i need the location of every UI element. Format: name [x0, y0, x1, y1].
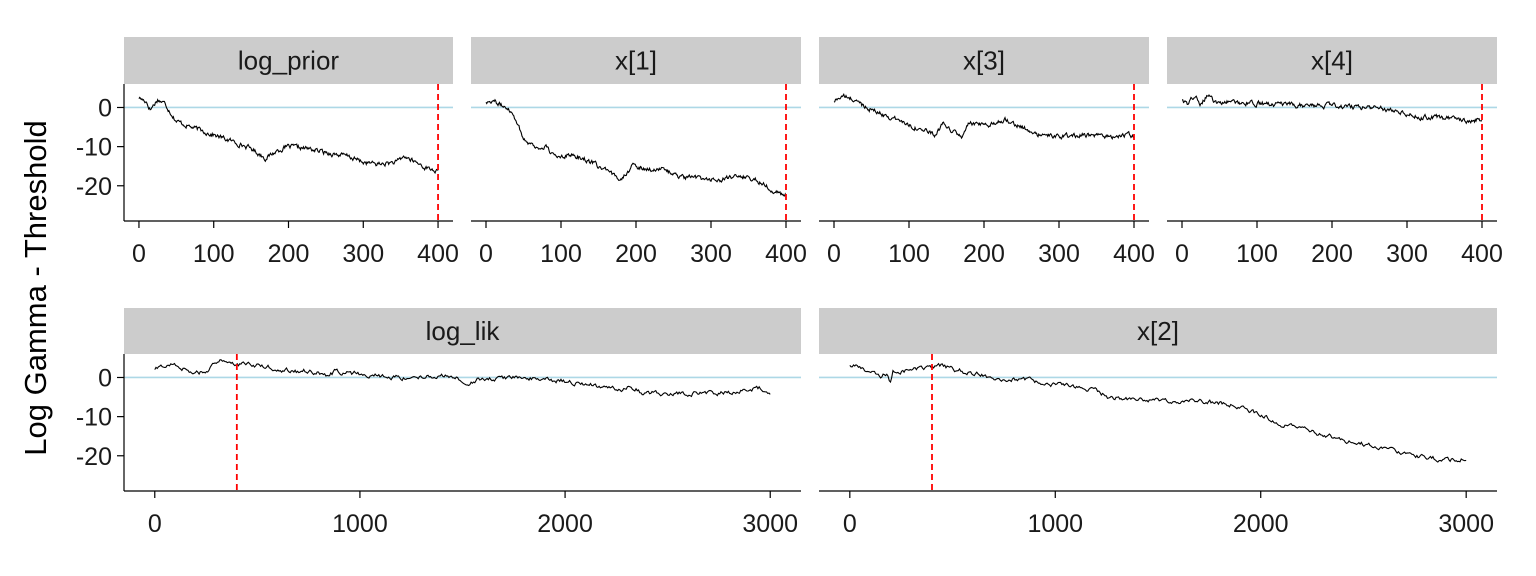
x-tick-label: 0 [827, 240, 841, 268]
strip-label: x[4] [1311, 46, 1353, 76]
trace-line [485, 98, 787, 197]
strip-background [124, 37, 453, 84]
y-tick-label: -10 [76, 134, 112, 162]
y-tick-label: 0 [98, 94, 112, 122]
x-tick-label: 100 [193, 240, 235, 268]
strip-background [819, 308, 1497, 354]
x-tick-label: 400 [417, 240, 459, 268]
x-tick-label: 100 [540, 240, 582, 268]
x-tick-label: 3000 [742, 510, 798, 538]
x-tick-label: 0 [843, 510, 857, 538]
x-tick-label: 0 [479, 240, 493, 268]
strip-label: log_lik [426, 316, 501, 346]
y-tick-label: -20 [76, 173, 112, 201]
x-tick-label: 2000 [1233, 510, 1289, 538]
trace-line [1181, 94, 1483, 125]
x-tick-label: 200 [615, 240, 657, 268]
x-tick-label: 3000 [1438, 510, 1494, 538]
strip-background [471, 37, 801, 84]
x-tick-label: 200 [268, 240, 310, 268]
panel-x-2: x[2] 0 1000 2000 3000 [819, 308, 1497, 538]
panel-x-4: x[4] 0 100 200 300 400 [1167, 37, 1503, 268]
x-tick-label: 300 [1386, 240, 1428, 268]
strip-label: x[3] [963, 46, 1005, 76]
x-tick-label: 200 [1311, 240, 1353, 268]
y-axis-label: Log Gamma - Threshold [18, 120, 53, 455]
panel-x-3: x[3] 0 100 200 300 400 [819, 37, 1155, 268]
x-tick-label: 400 [1461, 240, 1503, 268]
x-tick-label: 100 [1236, 240, 1278, 268]
x-tick-label: 400 [1113, 240, 1155, 268]
y-tick-label: 0 [98, 364, 112, 392]
strip-label: x[2] [1137, 316, 1179, 346]
x-tick-label: 1000 [1027, 510, 1083, 538]
x-tick-label: 0 [1175, 240, 1189, 268]
panel-log-lik: log_lik 0 1000 2000 3000 0 -10 -20 [76, 308, 801, 538]
x-tick-label: 100 [888, 240, 930, 268]
panel-log-prior: log_prior 0 100 200 300 400 0 -10 -20 [76, 37, 459, 268]
x-tick-label: 300 [1038, 240, 1080, 268]
strip-background [819, 37, 1149, 84]
strip-label: x[1] [615, 46, 657, 76]
panel-x-1: x[1] 0 100 200 300 400 [471, 37, 807, 268]
strip-background [124, 308, 801, 354]
x-tick-label: 0 [148, 510, 162, 538]
trace-line [849, 362, 1467, 463]
x-tick-label: 2000 [537, 510, 593, 538]
trace-line [154, 359, 771, 398]
trace-line [138, 96, 439, 175]
x-tick-label: 1000 [332, 510, 388, 538]
x-tick-label: 300 [342, 240, 384, 268]
x-tick-label: 400 [765, 240, 807, 268]
x-tick-label: 0 [132, 240, 146, 268]
trace-line [833, 92, 1135, 141]
x-tick-label: 200 [963, 240, 1005, 268]
strip-label: log_prior [238, 46, 340, 76]
strip-background [1167, 37, 1497, 84]
y-tick-label: -10 [76, 404, 112, 432]
y-tick-label: -20 [76, 443, 112, 471]
x-tick-label: 300 [690, 240, 732, 268]
